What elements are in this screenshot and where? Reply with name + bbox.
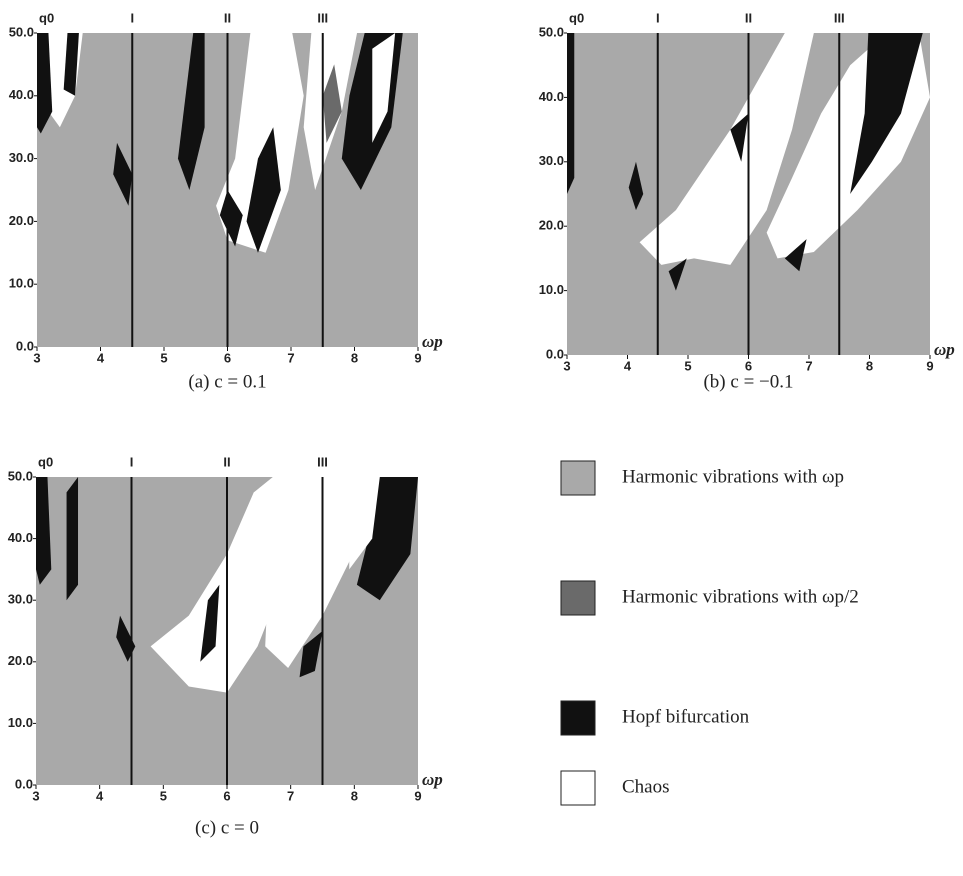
y-tick-label: 0.0 [15,776,33,791]
y-tick-label: 20.0 [8,653,33,668]
region-label: III [317,10,328,25]
x-tick-label: 8 [351,788,358,803]
y-tick-label: 10.0 [9,276,34,291]
region-label: I [130,454,134,469]
region-label: III [317,454,328,469]
x-tick-label: 5 [684,358,691,373]
x-tick-label: 3 [563,358,570,373]
x-tick-label: 6 [745,358,752,373]
y-axis-label: q0 [38,454,53,469]
x-tick-label: 9 [414,350,421,365]
y-tick-label: 30.0 [539,153,564,168]
y-tick-label: 50.0 [539,24,564,39]
caption: (b) c = −0.1 [703,371,793,392]
y-tick-label: 30.0 [9,150,34,165]
region-label: II [223,454,230,469]
legend-label: Chaos [622,776,670,797]
x-tick-label: 9 [414,788,421,803]
x-tick-label: 7 [287,788,294,803]
x-axis-label: ωp [934,340,955,359]
y-tick-label: 0.0 [16,338,34,353]
region-label: I [130,10,134,25]
y-tick-label: 10.0 [8,715,33,730]
legend-label: Hopf bifurcation [622,706,750,727]
y-tick-label: 50.0 [8,468,33,483]
x-tick-label: 9 [926,358,933,373]
x-tick-label: 7 [287,350,294,365]
y-tick-label: 20.0 [9,213,34,228]
y-axis-label: q0 [39,10,54,25]
y-tick-label: 30.0 [8,592,33,607]
y-tick-label: 50.0 [9,24,34,39]
y-tick-label: 40.0 [8,530,33,545]
y-tick-label: 10.0 [539,282,564,297]
y-tick-label: 40.0 [539,89,564,104]
x-tick-label: 4 [624,358,632,373]
x-tick-label: 3 [33,350,40,365]
caption: (a) c = 0.1 [188,371,266,392]
region-label: II [224,10,231,25]
legend-swatch [560,460,596,496]
x-axis-label: ωp [422,770,443,789]
x-axis-label: ωp [422,332,443,351]
x-tick-label: 5 [160,788,167,803]
x-tick-label: 5 [160,350,167,365]
x-tick-label: 6 [223,788,230,803]
region-label: II [745,10,752,25]
legend-label: Harmonic vibrations with ωp [622,466,844,487]
y-tick-label: 20.0 [539,218,564,233]
region-label: I [656,10,660,25]
x-tick-label: 7 [805,358,812,373]
caption: (c) c = 0 [195,817,259,838]
x-tick-label: 4 [97,350,105,365]
x-tick-label: 3 [32,788,39,803]
legend-swatch [560,770,596,806]
x-tick-label: 4 [96,788,104,803]
legend-swatch [560,580,596,616]
legend-label: Harmonic vibrations with ωp/2 [622,586,859,607]
y-tick-label: 0.0 [546,346,564,361]
x-tick-label: 6 [224,350,231,365]
y-tick-label: 40.0 [9,87,34,102]
y-axis-label: q0 [569,10,584,25]
region-label: III [834,10,845,25]
x-tick-label: 8 [351,350,358,365]
x-tick-label: 8 [866,358,873,373]
legend-swatch [560,700,596,736]
